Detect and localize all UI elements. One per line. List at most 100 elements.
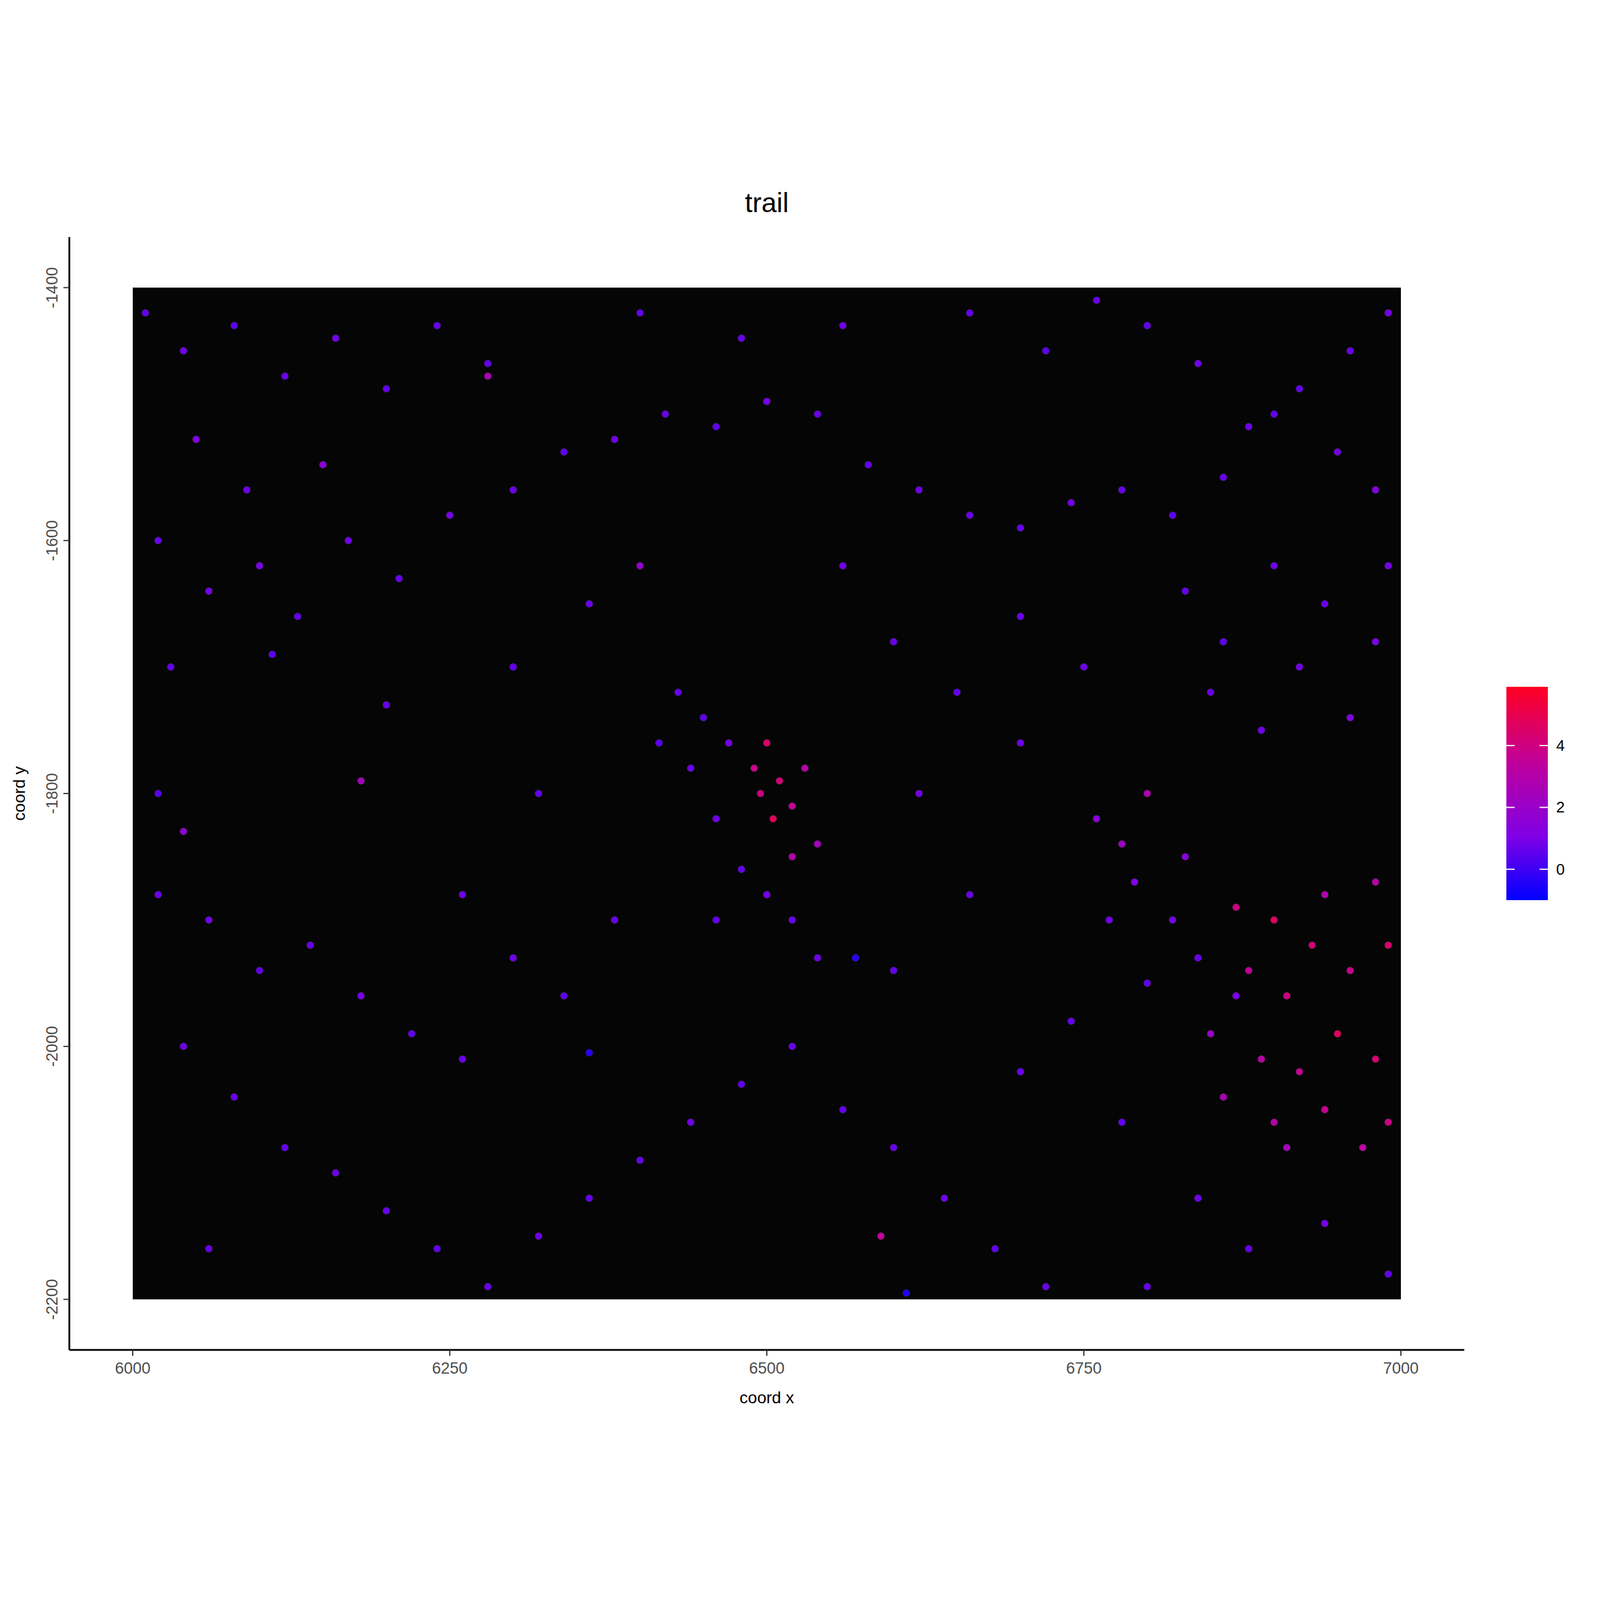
cell-point (154, 536, 162, 544)
cell-point (864, 461, 872, 469)
cell-point (433, 321, 441, 329)
cell-point (1245, 423, 1253, 431)
cell-point (737, 865, 745, 873)
colorbar-tick (1506, 806, 1515, 808)
colorbar-tick (1506, 868, 1515, 870)
cell-point (839, 562, 847, 570)
cell-point (268, 650, 276, 658)
cell-point (1321, 891, 1329, 899)
y-tick (63, 539, 70, 542)
cell-point (852, 954, 860, 962)
cell-point (1118, 486, 1126, 494)
cell-point (890, 638, 898, 646)
cell-point (1245, 967, 1253, 975)
cell-point (319, 461, 327, 469)
cell-point (788, 802, 796, 810)
cell-point (1359, 1144, 1367, 1152)
cell-point (458, 1055, 466, 1063)
cell-point (243, 486, 251, 494)
cell-point (1346, 967, 1354, 975)
cell-point (1118, 840, 1126, 848)
cell-point (890, 967, 898, 975)
cell-point (1207, 688, 1215, 696)
cell-point (1371, 486, 1379, 494)
cell-point (1245, 1245, 1253, 1253)
title: trail (744, 187, 789, 219)
y-axis-label: coord y (10, 766, 29, 821)
cell-point (1270, 1118, 1278, 1126)
cell-point (1333, 1029, 1342, 1038)
cell-point (1282, 992, 1291, 1000)
cell-point (1016, 524, 1024, 532)
cell-point (1143, 979, 1151, 987)
cell-point (535, 789, 543, 798)
cell-point (1080, 663, 1088, 671)
x-tick (449, 1349, 451, 1356)
cell-point (1219, 473, 1227, 481)
cell-point (1016, 739, 1024, 747)
cell-point (141, 309, 149, 317)
cell-point (1346, 714, 1354, 722)
cell-point (1067, 498, 1075, 507)
cell-point (484, 372, 492, 380)
cell-point (1131, 878, 1139, 886)
cell-point (560, 448, 568, 456)
cell-point (1258, 726, 1266, 734)
cell-point (509, 954, 517, 962)
cell-point (1296, 1068, 1304, 1076)
y-tick (63, 1045, 70, 1048)
cell-point (1333, 448, 1342, 456)
cell-point (756, 789, 764, 798)
x-tick (1400, 1349, 1402, 1356)
cell-point (458, 891, 466, 899)
cell-point (1092, 296, 1100, 304)
cell-point (180, 1042, 188, 1051)
cell-point (395, 574, 403, 582)
cell-point (1143, 1282, 1151, 1291)
x-tick-label: 7000 (1383, 1359, 1419, 1378)
colorbar-tick (1539, 806, 1548, 808)
cell-point (205, 587, 213, 595)
cell-point (814, 840, 822, 848)
cell-point (180, 827, 188, 835)
cell-point (750, 764, 758, 772)
cell-point (991, 1245, 999, 1253)
cell-point (1194, 359, 1202, 367)
cell-point (1169, 512, 1177, 520)
cell-point (953, 688, 961, 696)
cell-point (535, 1232, 543, 1240)
colorbar (1506, 686, 1548, 901)
cell-point (154, 789, 162, 798)
cell-point (1371, 1055, 1379, 1063)
cell-point (687, 764, 695, 772)
cell-point (737, 334, 745, 342)
y-tick-label: -2000 (43, 1025, 62, 1067)
colorbar-tick-label: 0 (1556, 860, 1565, 879)
cell-point (256, 562, 264, 570)
cell-point (941, 1194, 949, 1202)
cell-point (1321, 1106, 1329, 1114)
cell-point (1321, 1220, 1329, 1228)
cell-point (610, 916, 619, 924)
cell-point (763, 397, 771, 405)
colorbar-tick-label: 2 (1556, 798, 1565, 816)
cell-point (180, 347, 188, 355)
cell-point (446, 512, 454, 520)
cell-point (1067, 1017, 1075, 1025)
cell-point (763, 739, 771, 747)
cell-point (357, 992, 365, 1000)
y-tick (63, 286, 70, 288)
cell-point (1384, 309, 1392, 317)
x-tick-label: 6000 (114, 1359, 151, 1378)
cell-point (484, 1282, 492, 1291)
cell-point (1042, 1282, 1050, 1291)
cell-point (725, 739, 733, 747)
cell-point (205, 916, 213, 924)
cell-point (382, 1207, 390, 1215)
cell-point (192, 435, 200, 443)
x-tick (1083, 1349, 1085, 1356)
cell-point (814, 410, 822, 418)
cell-point (509, 486, 517, 494)
cell-point (788, 1042, 796, 1051)
cell-point (1270, 410, 1278, 418)
